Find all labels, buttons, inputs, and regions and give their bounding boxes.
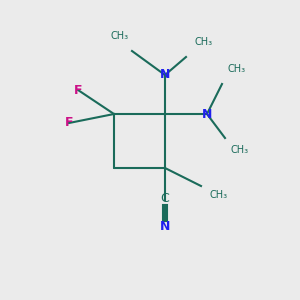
Text: F: F: [74, 83, 82, 97]
Text: N: N: [160, 220, 170, 233]
Text: N: N: [202, 107, 212, 121]
Text: CH₃: CH₃: [228, 64, 246, 74]
Text: CH₃: CH₃: [195, 37, 213, 47]
Text: C: C: [160, 191, 169, 205]
Text: CH₃: CH₃: [210, 190, 228, 200]
Text: F: F: [65, 116, 73, 130]
Text: N: N: [160, 68, 170, 82]
Text: CH₃: CH₃: [231, 145, 249, 155]
Text: CH₃: CH₃: [111, 31, 129, 41]
